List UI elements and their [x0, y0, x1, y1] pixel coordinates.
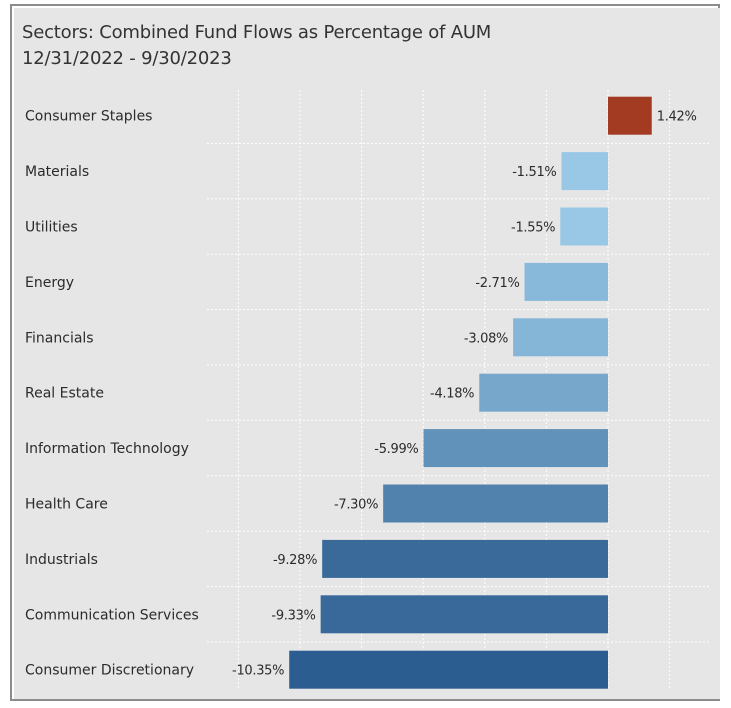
category-label: Consumer Staples	[25, 109, 152, 125]
category-label: Utilities	[25, 220, 78, 236]
value-label: -10.35%	[232, 664, 284, 679]
bar	[320, 595, 608, 634]
value-label: -9.28%	[273, 553, 317, 568]
bar	[479, 373, 608, 412]
category-label: Energy	[25, 275, 74, 291]
category-label: Real Estate	[25, 386, 104, 402]
category-label: Materials	[25, 164, 89, 180]
bar	[322, 539, 608, 578]
bar	[524, 262, 608, 301]
value-label: 1.42%	[657, 110, 697, 125]
value-label: -4.18%	[430, 387, 474, 402]
category-label: Communication Services	[25, 607, 199, 623]
chart-title: Sectors: Combined Fund Flows as Percenta…	[22, 22, 492, 43]
bar	[561, 152, 608, 191]
bar	[560, 207, 608, 246]
value-label: -3.08%	[464, 331, 508, 346]
category-label: Health Care	[25, 497, 108, 513]
bars	[289, 96, 652, 689]
value-label: -1.51%	[512, 165, 556, 180]
value-label: -7.30%	[334, 498, 378, 513]
chart-subtitle: 12/31/2022 - 9/30/2023	[22, 48, 232, 69]
value-label: -2.71%	[475, 276, 519, 291]
category-label: Industrials	[25, 552, 98, 568]
bar	[423, 429, 608, 468]
category-label: Information Technology	[25, 441, 189, 457]
category-label: Consumer Discretionary	[25, 663, 194, 679]
bar	[513, 318, 608, 357]
value-label: -9.33%	[271, 608, 315, 623]
value-label: -5.99%	[374, 442, 418, 457]
bar	[608, 96, 652, 135]
category-label: Financials	[25, 330, 94, 346]
bar	[383, 484, 608, 523]
value-label: -1.55%	[511, 221, 555, 236]
bar	[289, 650, 608, 689]
title-block: Sectors: Combined Fund Flows as Percenta…	[22, 20, 491, 72]
